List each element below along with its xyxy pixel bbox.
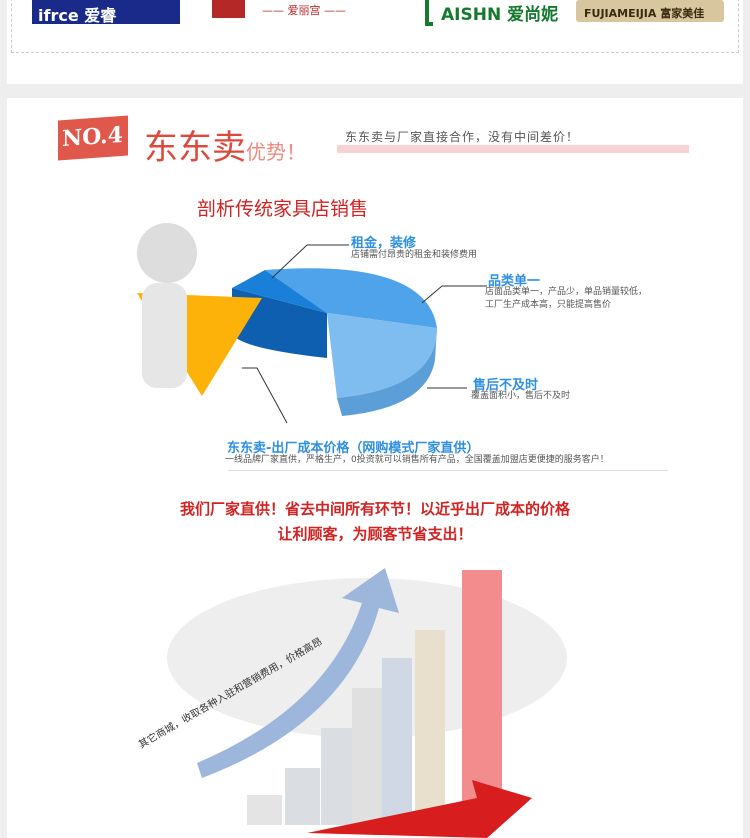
leader-lines [242,244,487,424]
illustration [137,223,567,838]
bar [462,570,502,825]
label-aftersale: 售后不及时 [473,378,539,393]
pie-chart-illustration [137,223,437,416]
figure-body [142,283,187,388]
fujiameijia-logo: FUJIAMEIJIA 富家美佳 [576,0,724,22]
bar-chart-illustration [247,570,502,825]
ifrce-logo-text: ifrce 爱睿 [38,6,117,25]
desc-category: 店面品类单一，产品少，单品销量较低， [485,287,648,297]
bar [415,630,445,825]
bar [382,658,412,825]
section-title: 东东卖优势！ [144,128,306,168]
section-subtitle: 东东卖与厂家直接合作，没有中间差价！ [345,130,580,144]
divider [228,470,668,471]
ifrce-logo: ifrce 爱睿 [32,0,180,25]
bar [247,795,282,825]
fujiameijia-logo-text: FUJIAMEIJIA 富家美佳 [584,7,705,20]
pie-slice-rent [232,270,327,313]
desc-dongdongmai: 一线品牌厂家直供，严格生产，0投资就可以销售所有产品，全国覆盖加盟店更便捷的服务… [225,455,609,465]
ailigong-logo: —— 爱丽宫 —— [212,0,372,20]
label-category: 品类单一 [488,274,541,289]
analysis-title: 剖析传统家具店销售 [197,198,369,220]
brand-card: ifrce 爱睿 —— 爱丽宫 —— AISHN 爱尚妮 FUJIAMEIJIA… [7,0,743,84]
advantage-section: NO.4 东东卖优势！ 东东卖与厂家直接合作，没有中间差价！ 剖析传统家具店销售… [7,98,743,838]
aishn-logo-text: AISHN 爱尚妮 [441,5,559,25]
aishn-logo: AISHN 爱尚妮 [425,0,558,34]
pie-slice-aftersale [327,313,437,398]
brand-frame [11,0,739,53]
bar [285,768,320,825]
desc-rent: 店铺需付昂贵的租金和装修费用 [351,250,478,260]
desc-category-2: 工厂生产成本高，只能提高售价 [485,300,612,310]
subtitle-bar [337,145,689,153]
pie-side-light [337,328,437,416]
promo-line-1: 我们厂家直供！省去中间所有环节！以近乎出厂成本的价格 [179,500,570,518]
figure-head [137,223,197,283]
bar [352,688,382,825]
label-rent: 租金，装修 [351,236,417,251]
promo-line-2: 让利顾客，为顾客节省支出！ [277,525,473,543]
label-dongdongmai: 东东卖-出厂成本价格（网购模式厂家直供） [227,441,480,456]
rising-arrow [197,568,399,778]
pie-slice-category [265,268,437,328]
desc-aftersale: 覆盖面积小，售后不及时 [471,391,571,401]
bar [321,728,356,825]
